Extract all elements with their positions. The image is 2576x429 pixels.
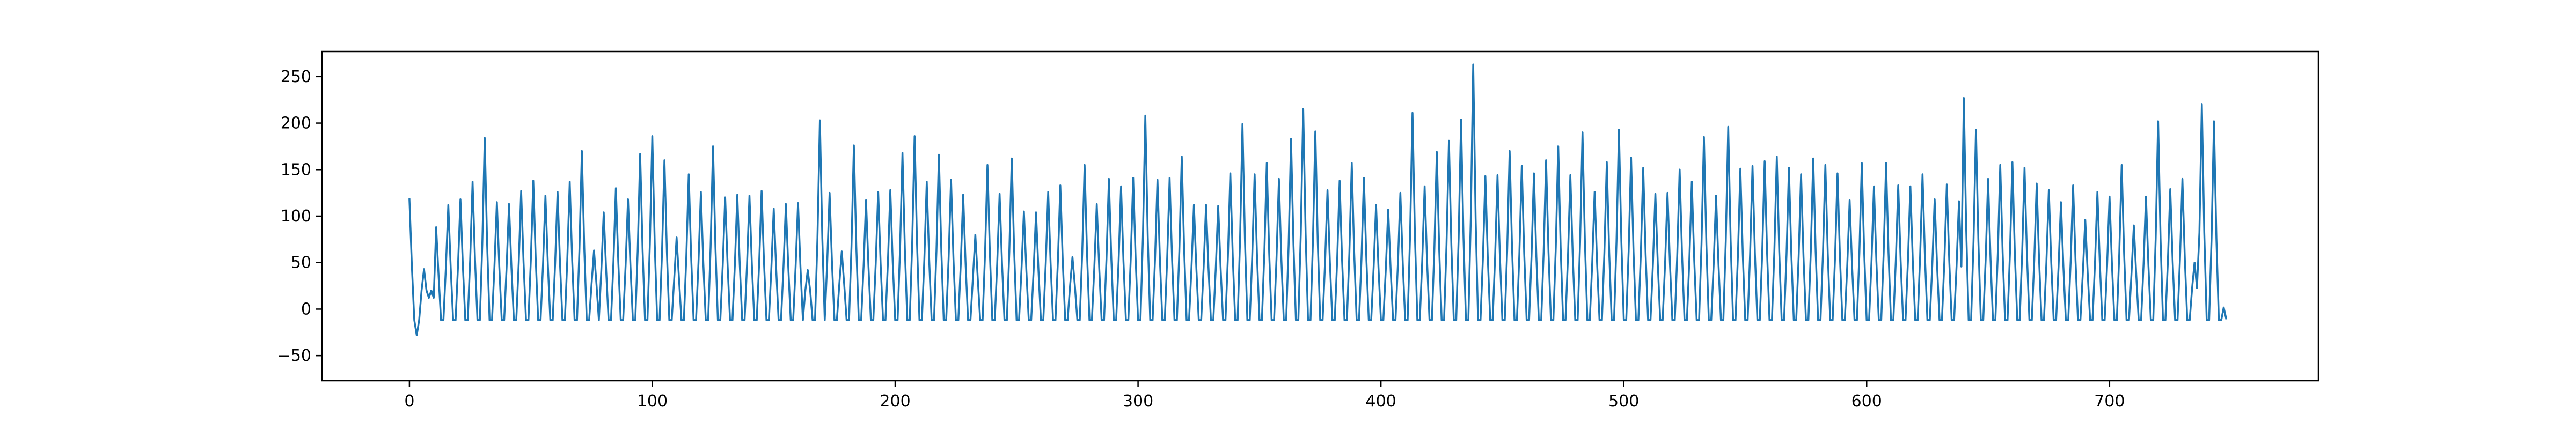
y-tick-label: 100 bbox=[281, 207, 311, 226]
x-tick-label: 100 bbox=[637, 392, 668, 411]
y-tick-label: 200 bbox=[281, 114, 311, 133]
plot-area bbox=[321, 50, 2319, 382]
x-tick-label: 700 bbox=[2094, 392, 2125, 411]
series-line bbox=[408, 63, 2228, 336]
y-tick-label: 150 bbox=[281, 160, 311, 179]
x-tick-label: 0 bbox=[404, 392, 414, 411]
x-axis: 0 100 200 300 400 500 600 700 bbox=[404, 381, 2125, 411]
x-tick-label: 200 bbox=[880, 392, 910, 411]
axes-background bbox=[322, 51, 2318, 381]
y-axis: −50 0 50 100 150 200 250 bbox=[277, 68, 322, 365]
x-tick-label: 400 bbox=[1366, 392, 1396, 411]
x-tick-label: 300 bbox=[1123, 392, 1153, 411]
y-tick-label: 250 bbox=[281, 68, 311, 86]
x-tick-label: 600 bbox=[1851, 392, 1882, 411]
y-tick-label: 0 bbox=[301, 300, 311, 319]
x-tick-label: 500 bbox=[1608, 392, 1639, 411]
y-tick-label: 50 bbox=[291, 254, 311, 272]
series-layer bbox=[408, 63, 2228, 336]
y-tick-label: −50 bbox=[277, 346, 311, 365]
